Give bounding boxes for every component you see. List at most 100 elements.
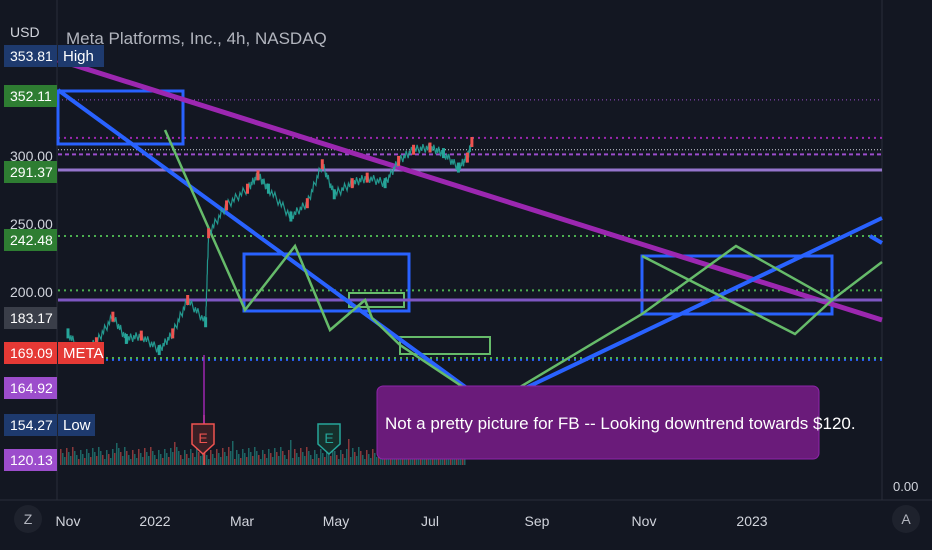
volume-bar (320, 449, 322, 465)
volume-bar (256, 451, 258, 465)
volume-bar (200, 456, 202, 465)
volume-bar (230, 451, 232, 465)
volume-bar (288, 450, 290, 465)
price-label: 353.81 (10, 48, 53, 64)
volume-bar (224, 452, 226, 465)
price-candle (383, 178, 387, 189)
price-label-box (4, 229, 57, 251)
volume-bar (282, 451, 284, 465)
price-candle (428, 142, 432, 153)
volume-bar (64, 457, 66, 465)
volume-bar (402, 457, 404, 465)
price-label-box (4, 85, 57, 107)
volume-bar (290, 440, 292, 465)
volume-bar (218, 453, 220, 465)
earnings-marker-feb-label: E (198, 430, 207, 446)
price-label-box (4, 307, 57, 329)
price-candle (186, 295, 190, 305)
volume-bar (286, 459, 288, 465)
volume-bar (140, 453, 142, 465)
volume-bar (106, 450, 108, 465)
volume-bar (110, 458, 112, 465)
volume-bar (268, 449, 270, 465)
volume-bar (112, 449, 114, 465)
price-label-box (4, 414, 57, 436)
price-candle (204, 317, 208, 328)
price-candle (225, 200, 229, 211)
volume-bar (126, 451, 128, 465)
volume-bar (176, 447, 178, 465)
volume-bar (266, 458, 268, 465)
time-axis-label: Nov (632, 513, 657, 529)
volume-bar (294, 449, 296, 465)
volume-bar (374, 453, 376, 465)
volume-bar (90, 457, 92, 465)
volume-bar (118, 448, 120, 465)
price-tag-box (58, 342, 104, 364)
volume-bar (82, 454, 84, 465)
price-tag: META (63, 345, 104, 362)
volume-bar (244, 453, 246, 465)
volume-bar (296, 453, 298, 465)
zoom-button[interactable]: Z (14, 505, 42, 533)
auto-scale-button[interactable]: A (892, 505, 920, 533)
auto-scale-button-label: A (901, 511, 911, 527)
earnings-marker-apr[interactable]: E (317, 423, 341, 456)
volume-bar (116, 443, 118, 465)
volume-bar (362, 455, 364, 465)
volume-bar (210, 450, 212, 465)
annotation-callout[interactable]: Not a pretty picture for FB -- Looking d… (376, 385, 856, 460)
volume-bar (122, 456, 124, 465)
price-candle (397, 155, 401, 166)
volume-bar (102, 455, 104, 465)
volume-bar (314, 450, 316, 465)
volume-bar (260, 459, 262, 465)
volume-bar (144, 448, 146, 465)
volume-bar (376, 457, 378, 465)
price-candle (256, 170, 260, 181)
volume-bar (66, 448, 68, 465)
price-candle (441, 148, 445, 159)
range-box-apr[interactable] (242, 252, 411, 313)
volume-bar (346, 449, 348, 465)
time-axis-label: 2023 (736, 513, 767, 529)
price-label: 300.00 (10, 148, 53, 164)
volume-bar (134, 454, 136, 465)
volume-bar (264, 454, 266, 465)
volume-bar (292, 458, 294, 465)
volume-bar (96, 456, 98, 465)
price-label: 164.92 (10, 380, 53, 396)
volume-bar (124, 447, 126, 465)
volume-bar (396, 458, 398, 465)
price-label-box (4, 449, 57, 471)
volume-bar (440, 455, 442, 465)
volume-bar (98, 447, 100, 465)
earnings-marker-apr-label: E (324, 430, 333, 446)
zigzag-pattern (163, 129, 883, 407)
volume-bar (172, 452, 174, 465)
volume-bar (372, 449, 374, 465)
volume-bar (120, 452, 122, 465)
volume-bar (366, 450, 368, 465)
price-candle (365, 172, 369, 183)
volume-bar (154, 455, 156, 465)
volume-bar (304, 456, 306, 465)
volume-bar (254, 447, 256, 465)
volume-bar (68, 452, 70, 465)
volume-bar (278, 456, 280, 465)
range-box-dec[interactable] (56, 89, 185, 146)
price-label: 291.37 (10, 164, 53, 180)
price-label: 352.11 (10, 88, 52, 104)
volume-bar (370, 458, 372, 465)
volume-bar (322, 453, 324, 465)
zigzag-projection (641, 254, 833, 336)
volume-bar (242, 449, 244, 465)
range-box-projection[interactable] (640, 254, 834, 316)
volume-bar (442, 459, 444, 465)
volume-bar (248, 448, 250, 465)
earnings-marker-feb[interactable]: E (191, 423, 215, 456)
volume-bar (272, 457, 274, 465)
trend-extension (868, 234, 884, 245)
